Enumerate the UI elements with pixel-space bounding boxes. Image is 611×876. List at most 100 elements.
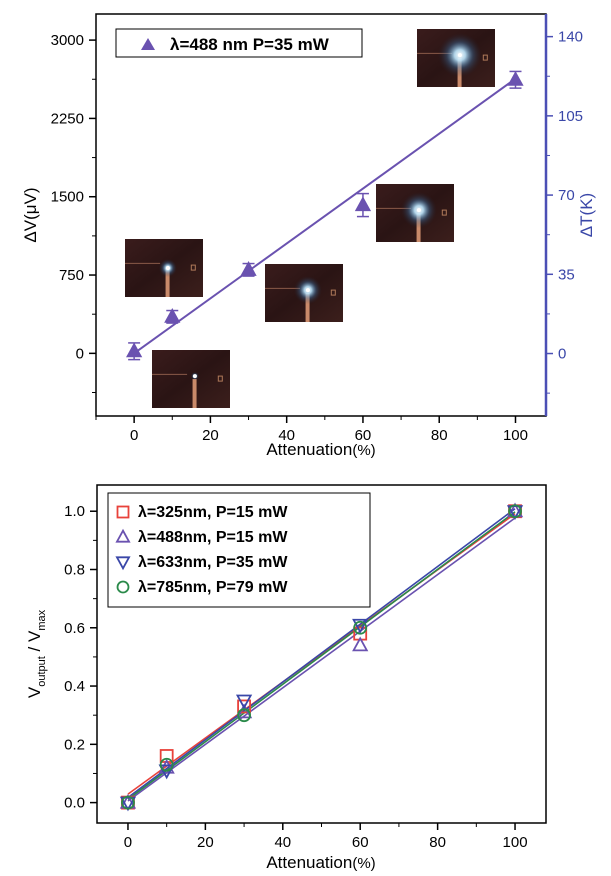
data-point-triangle-up: [235, 703, 253, 719]
x-axis-label: Attenuation(%): [266, 853, 375, 872]
beam-spot-photo-100: [417, 29, 495, 87]
inset-photos: [125, 29, 495, 408]
legend-label: λ=488 nm P=35 mW: [170, 35, 330, 54]
x-tick-label: 80: [429, 834, 446, 851]
x-tick-label: 20: [202, 427, 219, 444]
y2-tick-label: 0: [558, 346, 566, 363]
data-points: [119, 502, 524, 812]
legend-marker-triangle-down: [115, 556, 131, 571]
legend-markers: [115, 505, 131, 594]
data-point-triangle-down: [352, 618, 369, 634]
y-tick-label: 750: [59, 267, 84, 284]
x-tick-label: 60: [352, 834, 369, 851]
x-axis-label: Attenuation(%): [266, 440, 375, 459]
data-point-triangle-up: [352, 636, 369, 652]
legend-marker-square: [116, 505, 130, 519]
fit-line: [127, 517, 516, 802]
legend-box: [115, 28, 363, 58]
data-point-circle: [159, 757, 174, 772]
x-tick-label: 100: [503, 427, 528, 444]
beam-spot-core: [165, 266, 170, 270]
y-axis-ticks: 0 750 1500 2250 3000: [51, 32, 96, 394]
legend-label-325: λ=325nm, P=15 mW: [138, 504, 288, 521]
x-tick-label: 40: [274, 834, 291, 851]
photo-probe: [305, 293, 310, 322]
data-point-triangle: [507, 71, 524, 86]
x-tick-label: 60: [355, 427, 372, 444]
data-point-circle: [353, 620, 368, 635]
data-point-triangle-up: [158, 758, 175, 774]
y-tick-label: 0.2: [64, 736, 85, 753]
beam-spot-photo-0: [152, 350, 230, 408]
x-tick-label: 0: [124, 834, 132, 851]
data-point-triangle: [240, 261, 257, 276]
x-tick-label: 80: [431, 427, 448, 444]
fit-line: [127, 511, 516, 800]
beam-spot-photo-10: [125, 239, 203, 297]
y-tick-label: 0.4: [64, 678, 85, 695]
beam-spot-core: [305, 288, 310, 293]
chart-bottom: 0 20 40 60 80 100 0.0 0.2 0.4 0.6 0.8 1.0 λ=325nm,…: [25, 484, 547, 872]
photo-pad: [482, 54, 488, 61]
fit-line: [127, 508, 516, 799]
y-axis-label: ΔV(μV): [21, 187, 40, 242]
photo-probe: [165, 268, 170, 297]
legend-marker-triangle-up: [141, 38, 155, 50]
fit-line-segment: [133, 77, 517, 355]
x-tick-label: 20: [197, 834, 214, 851]
legend-marker-circle: [116, 580, 130, 594]
legend-marker-triangle-up: [115, 528, 131, 543]
y-axis-label: Voutput / Vmax: [25, 609, 48, 698]
y-tick-label: 0.6: [64, 620, 85, 637]
y-tick-label: 1500: [51, 189, 84, 206]
y-axis-ticks: 0.0 0.2 0.4 0.6 0.8 1.0: [64, 503, 97, 812]
legend-label-488: λ=488nm, P=15 mW: [138, 529, 288, 546]
y-tick-label: 1.0: [64, 503, 85, 520]
photo-pad: [217, 375, 223, 382]
y2-tick-label: 140: [558, 29, 583, 46]
data-point-triangle: [354, 196, 372, 212]
x-axis-ticks: 0 20 40 60 80 100: [124, 823, 528, 851]
x-axis-ticks: 0 20 40 60 80 100: [95, 416, 528, 444]
chart-top: 0 20 40 60 80 100 0 750 1500 2250 3000 0 35 70 105 14…: [21, 13, 596, 459]
data-point-circle: [121, 795, 135, 810]
fit-line: [133, 77, 517, 355]
data-points: [126, 70, 524, 361]
y-tick-label: 0.0: [64, 795, 85, 812]
y-tick-label: 3000: [51, 32, 84, 49]
y-tick-label: 2250: [51, 110, 84, 127]
y2-tick-label: 35: [558, 266, 575, 283]
photo-pad: [190, 264, 196, 271]
photo-pad: [441, 209, 447, 216]
legend-label-785: λ=785nm, P=79 mW: [138, 579, 288, 596]
y2-axis-ticks: 0 35 70 105 140: [546, 29, 583, 394]
y2-tick-label: 105: [558, 108, 583, 125]
data-point-circle: [508, 504, 522, 519]
photo-background: [152, 350, 230, 408]
series-lines: [127, 508, 516, 802]
y2-axis-label: ΔT(K): [577, 193, 596, 237]
beam-spot-photo-60: [376, 184, 454, 242]
data-point-triangle: [126, 342, 143, 358]
legend-label-633: λ=633nm, P=35 mW: [138, 554, 288, 571]
beam-spot-core: [457, 53, 462, 58]
data-point-triangle-down: [235, 694, 253, 710]
photo-pad: [330, 289, 336, 296]
y-tick-label: 0.8: [64, 562, 85, 579]
x-tick-label: 100: [503, 834, 528, 851]
x-tick-label: 0: [130, 427, 138, 444]
data-point-triangle-down: [158, 764, 175, 780]
data-point-square: [237, 699, 251, 714]
legend: λ=488 nm P=35 mW: [115, 28, 363, 58]
photo-probe: [192, 379, 197, 408]
legend-box: [107, 492, 371, 608]
x-tick-label: 40: [278, 427, 295, 444]
beam-spot-core: [416, 208, 421, 213]
data-point-circle: [237, 708, 251, 723]
y2-tick-label: 70: [558, 187, 575, 204]
legend: λ=325nm, P=15 mW λ=488nm, P=15 mW λ=633n…: [107, 492, 371, 608]
beam-spot-core: [192, 374, 197, 379]
y-tick-label: 0: [76, 345, 84, 362]
data-point-triangle: [164, 308, 181, 323]
